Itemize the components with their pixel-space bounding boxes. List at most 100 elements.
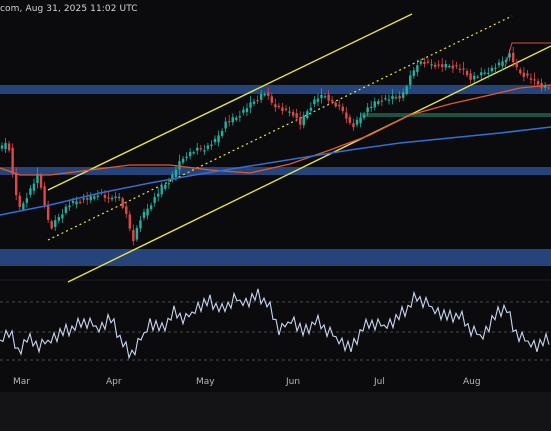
x-tick-mar: Mar (13, 377, 30, 387)
candle-body (68, 205, 71, 208)
candle-body (199, 148, 202, 150)
candle-body (529, 78, 533, 80)
candle-body (323, 96, 327, 98)
candle-body (373, 101, 376, 108)
lower-channel (67, 45, 551, 283)
candle-body (526, 73, 529, 76)
candle-body (107, 197, 110, 199)
candle-body (142, 212, 146, 218)
candle-body (93, 196, 96, 199)
candle-body (39, 175, 43, 188)
candle-body (114, 196, 117, 199)
candle-body (139, 220, 142, 229)
bottom-strip (0, 392, 551, 431)
candle-body (54, 220, 57, 227)
candle-body (433, 64, 437, 68)
candle-body (132, 230, 135, 241)
candle-body (451, 65, 455, 69)
candle-body (299, 117, 302, 125)
candle-body (238, 116, 242, 118)
candle-body (82, 198, 85, 200)
candle-body (4, 143, 7, 149)
candle-body (185, 156, 188, 158)
candle-body (252, 101, 256, 104)
candle-body (149, 205, 153, 210)
candle-body (64, 206, 68, 213)
candle-body (476, 76, 479, 78)
candle-body (263, 93, 266, 96)
candle-body (370, 106, 373, 109)
candle-body (409, 75, 412, 85)
order-block (360, 113, 551, 117)
candle-body (295, 113, 298, 118)
candle-body (96, 195, 100, 197)
candle-body (355, 119, 359, 125)
candle-body (543, 85, 547, 88)
candle-body (309, 107, 313, 111)
candle-body (267, 92, 270, 96)
candle-body (345, 112, 348, 119)
candle-body (181, 158, 185, 163)
candle-body (78, 201, 82, 204)
upper-channel (47, 13, 413, 191)
candle-body (242, 109, 245, 113)
candle-body (302, 115, 305, 126)
candle-body (11, 147, 14, 174)
candle-body (377, 101, 380, 104)
candle-body (501, 61, 504, 67)
candle-body (398, 95, 401, 99)
candle-body (71, 200, 75, 203)
candle-body (217, 135, 220, 143)
candle-body (178, 161, 181, 170)
candle-body (320, 94, 323, 99)
candle-body (43, 186, 46, 205)
candle-body (224, 121, 227, 129)
candle-body (22, 203, 25, 210)
candle-body (480, 72, 483, 76)
candle-body (192, 152, 195, 154)
candle-body (330, 100, 334, 102)
chart-header: com, Aug 31, 2025 11:02 UTC (0, 4, 138, 14)
candle-body (121, 198, 124, 208)
candle-body (288, 111, 291, 113)
candle-body (0, 145, 4, 149)
zone-upper-resistance (0, 85, 551, 94)
candle-body (36, 173, 39, 184)
candle-body (487, 72, 490, 75)
candle-body (394, 97, 398, 99)
candle-body (245, 108, 249, 113)
candle-body (380, 100, 384, 102)
candle-body (46, 204, 50, 220)
ma-fast (0, 84, 551, 176)
candle-body (405, 86, 408, 94)
candle-body (483, 72, 486, 74)
candle-body (316, 98, 320, 102)
candle-body (18, 195, 21, 207)
candle-body (125, 206, 128, 214)
x-tick-apr: Apr (106, 377, 122, 387)
candle-body (231, 117, 234, 123)
candle-body (412, 70, 415, 76)
x-tick-may: May (196, 377, 215, 387)
candle-body (206, 145, 210, 149)
candle-body (61, 214, 64, 219)
candle-body (103, 194, 107, 198)
candle-body (469, 73, 472, 80)
x-tick-jun: Jun (286, 377, 301, 387)
candle-body (29, 188, 32, 195)
candle-body (50, 221, 53, 229)
candle-body (196, 147, 199, 151)
candle-body (235, 117, 238, 120)
candle-body (249, 102, 252, 108)
candle-body (512, 52, 515, 63)
x-tick-jul: Jul (374, 377, 385, 387)
candle-body (462, 68, 465, 70)
candle-body (352, 123, 355, 128)
candle-body (327, 94, 330, 101)
candle-body (508, 53, 511, 58)
mid-channel (47, 15, 513, 241)
candle-body (110, 197, 114, 200)
candle-body (117, 196, 121, 199)
candle-body (203, 150, 206, 152)
candle-body (401, 92, 405, 98)
